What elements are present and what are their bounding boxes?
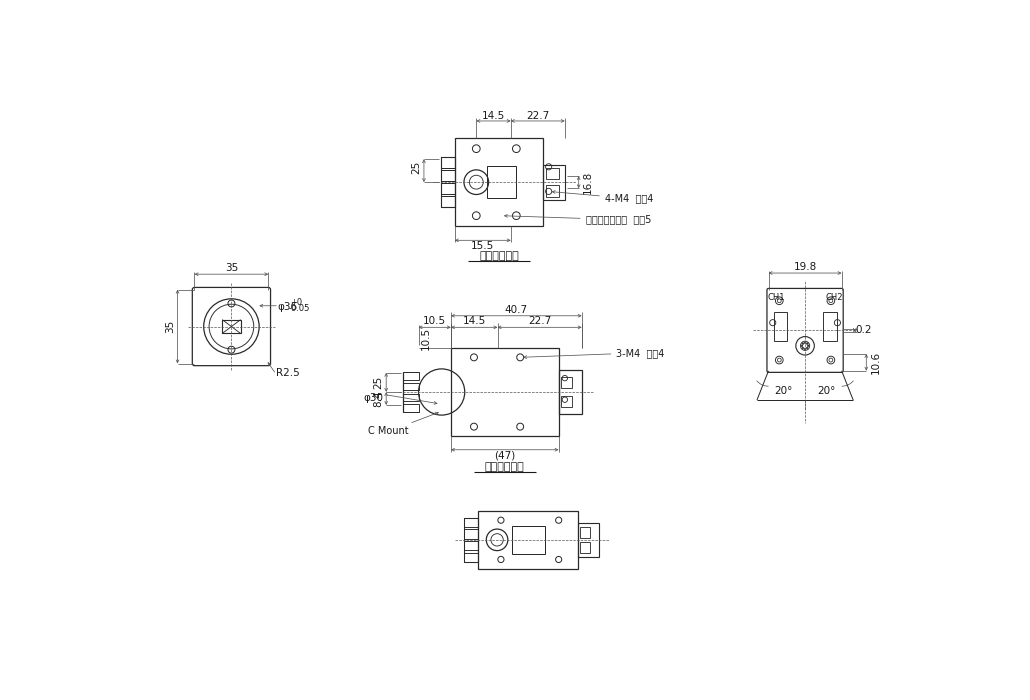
Bar	[464, 518, 478, 527]
Text: 10.5: 10.5	[423, 316, 446, 326]
Circle shape	[806, 343, 809, 344]
Text: 8.4: 8.4	[374, 390, 383, 407]
Circle shape	[804, 348, 806, 350]
Text: 25: 25	[374, 376, 383, 389]
Circle shape	[804, 342, 806, 344]
Bar	[441, 170, 454, 181]
Text: 20°: 20°	[775, 386, 793, 396]
Bar	[403, 393, 418, 401]
Text: φ36: φ36	[278, 302, 298, 312]
Bar	[487, 166, 516, 198]
Bar	[441, 197, 454, 207]
Text: カメラ三脚ネジ  深さ5: カメラ三脚ネジ 深さ5	[505, 214, 651, 225]
Text: 10.5: 10.5	[421, 326, 432, 350]
Text: 3-M4  深さ4: 3-M4 深さ4	[524, 348, 664, 358]
Text: -0.05: -0.05	[288, 304, 310, 313]
Bar	[561, 396, 572, 407]
Text: 10.6: 10.6	[870, 351, 881, 374]
Text: 対面同一形状: 対面同一形状	[485, 462, 524, 472]
Bar	[451, 348, 558, 436]
Bar	[464, 552, 478, 562]
Text: 22.7: 22.7	[526, 111, 549, 120]
Bar	[823, 312, 836, 341]
Bar	[464, 518, 478, 562]
Bar	[403, 405, 418, 412]
Bar	[543, 165, 564, 199]
Text: 35: 35	[166, 320, 175, 333]
Bar	[222, 320, 241, 333]
Text: 対面同一形状: 対面同一形状	[479, 251, 519, 260]
Text: 22.7: 22.7	[528, 316, 551, 326]
Bar	[478, 511, 578, 568]
Bar	[513, 526, 545, 554]
Bar	[578, 523, 599, 556]
Bar	[441, 158, 454, 168]
Text: 15.5: 15.5	[471, 241, 494, 251]
Text: 14.5: 14.5	[462, 316, 486, 326]
Text: 25: 25	[411, 161, 421, 174]
Bar	[403, 372, 418, 379]
Text: 16.8: 16.8	[583, 171, 593, 194]
Text: 35: 35	[225, 263, 238, 273]
Text: 19.8: 19.8	[793, 262, 817, 272]
Bar	[441, 157, 454, 207]
Circle shape	[802, 343, 803, 344]
Text: (47): (47)	[494, 451, 515, 461]
Bar	[774, 312, 787, 341]
Bar	[464, 529, 478, 539]
Text: 14.5: 14.5	[482, 111, 505, 120]
Bar	[441, 183, 454, 194]
Text: CH2: CH2	[826, 293, 844, 302]
Circle shape	[808, 345, 810, 346]
Text: φ30: φ30	[364, 393, 384, 403]
Text: +0: +0	[289, 298, 302, 307]
Text: C Mount: C Mount	[369, 412, 438, 436]
Text: 40.7: 40.7	[505, 304, 528, 314]
Bar	[558, 370, 582, 414]
Bar	[464, 541, 478, 550]
Bar	[454, 138, 543, 227]
Circle shape	[806, 347, 809, 349]
Text: CH1: CH1	[767, 293, 785, 302]
Bar	[546, 186, 558, 197]
Circle shape	[802, 347, 803, 349]
Circle shape	[801, 345, 803, 346]
Text: 4-M4  深さ4: 4-M4 深さ4	[552, 190, 653, 204]
Bar	[403, 383, 418, 391]
Text: 0.2: 0.2	[855, 326, 871, 335]
Bar	[561, 377, 572, 388]
Bar	[546, 167, 558, 179]
Bar	[580, 527, 590, 538]
Bar	[580, 542, 590, 553]
Text: 20°: 20°	[818, 386, 835, 396]
Text: R2.5: R2.5	[276, 368, 300, 378]
